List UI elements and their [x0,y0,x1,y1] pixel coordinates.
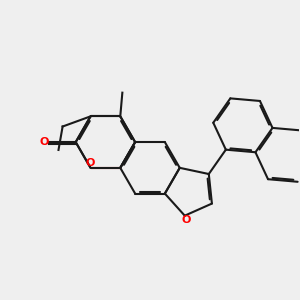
Text: O: O [86,158,95,168]
Text: O: O [40,137,49,147]
Text: O: O [182,215,191,225]
